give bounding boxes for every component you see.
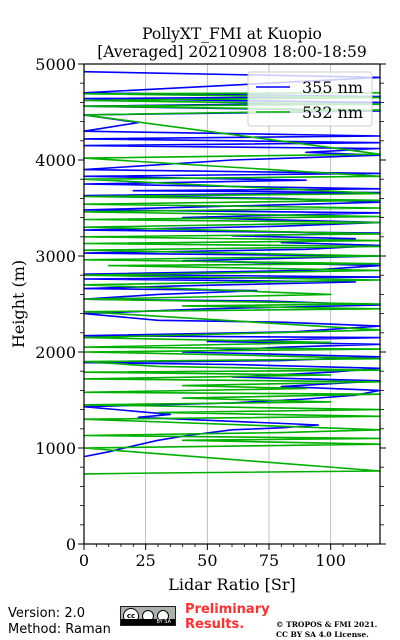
chart-subtitle: [Averaged] 20210908 18:00-18:59 bbox=[97, 43, 367, 61]
legend-label-532: 532 nm bbox=[302, 103, 363, 122]
y-tick-label: 4000 bbox=[35, 151, 76, 170]
version-text: Version: 2.0 bbox=[8, 606, 85, 621]
x-tick-label: 25 bbox=[135, 551, 155, 570]
x-tick-label: 50 bbox=[197, 551, 217, 570]
y-tick-label: 3000 bbox=[35, 247, 76, 266]
copyright: © TROPOS & FMI 2021. CC BY SA 4.0 Licens… bbox=[276, 620, 377, 639]
chart-title: PollyXT_FMI at Kuopio bbox=[142, 25, 322, 43]
copyright-line2: CC BY SA 4.0 License. bbox=[276, 629, 369, 639]
y-tick-label: 2000 bbox=[35, 343, 76, 362]
y-axis-label: Height (m) bbox=[9, 260, 28, 348]
x-tick-label: 75 bbox=[259, 551, 279, 570]
y-tick-label: 5000 bbox=[35, 55, 76, 74]
x-axis-label: Lidar Ratio [Sr] bbox=[168, 575, 296, 594]
series-line-532nm bbox=[83, 92, 381, 475]
legend: 355 nm 532 nm bbox=[247, 71, 373, 127]
y-tick-label: 0 bbox=[66, 535, 76, 554]
x-tick-label: 100 bbox=[315, 551, 346, 570]
series-layer bbox=[83, 70, 381, 475]
method-text: Method: Raman bbox=[8, 622, 111, 637]
y-tick-label: 1000 bbox=[35, 439, 76, 458]
preliminary-line1: Preliminary bbox=[185, 602, 270, 617]
cc-license-badge: cc BY SA bbox=[120, 606, 176, 626]
badge-label: BY SA bbox=[121, 619, 175, 625]
copyright-line1: © TROPOS & FMI 2021. bbox=[276, 620, 378, 629]
x-tick-label: 0 bbox=[79, 551, 89, 570]
legend-label-355: 355 nm bbox=[302, 78, 363, 97]
footer-info: Version: 2.0 Method: Raman bbox=[8, 606, 111, 638]
preliminary-notice: Preliminary Results. bbox=[185, 602, 270, 632]
x-axis-label-text: Lidar Ratio [Sr] bbox=[168, 575, 296, 594]
preliminary-line2: Results. bbox=[185, 617, 245, 632]
